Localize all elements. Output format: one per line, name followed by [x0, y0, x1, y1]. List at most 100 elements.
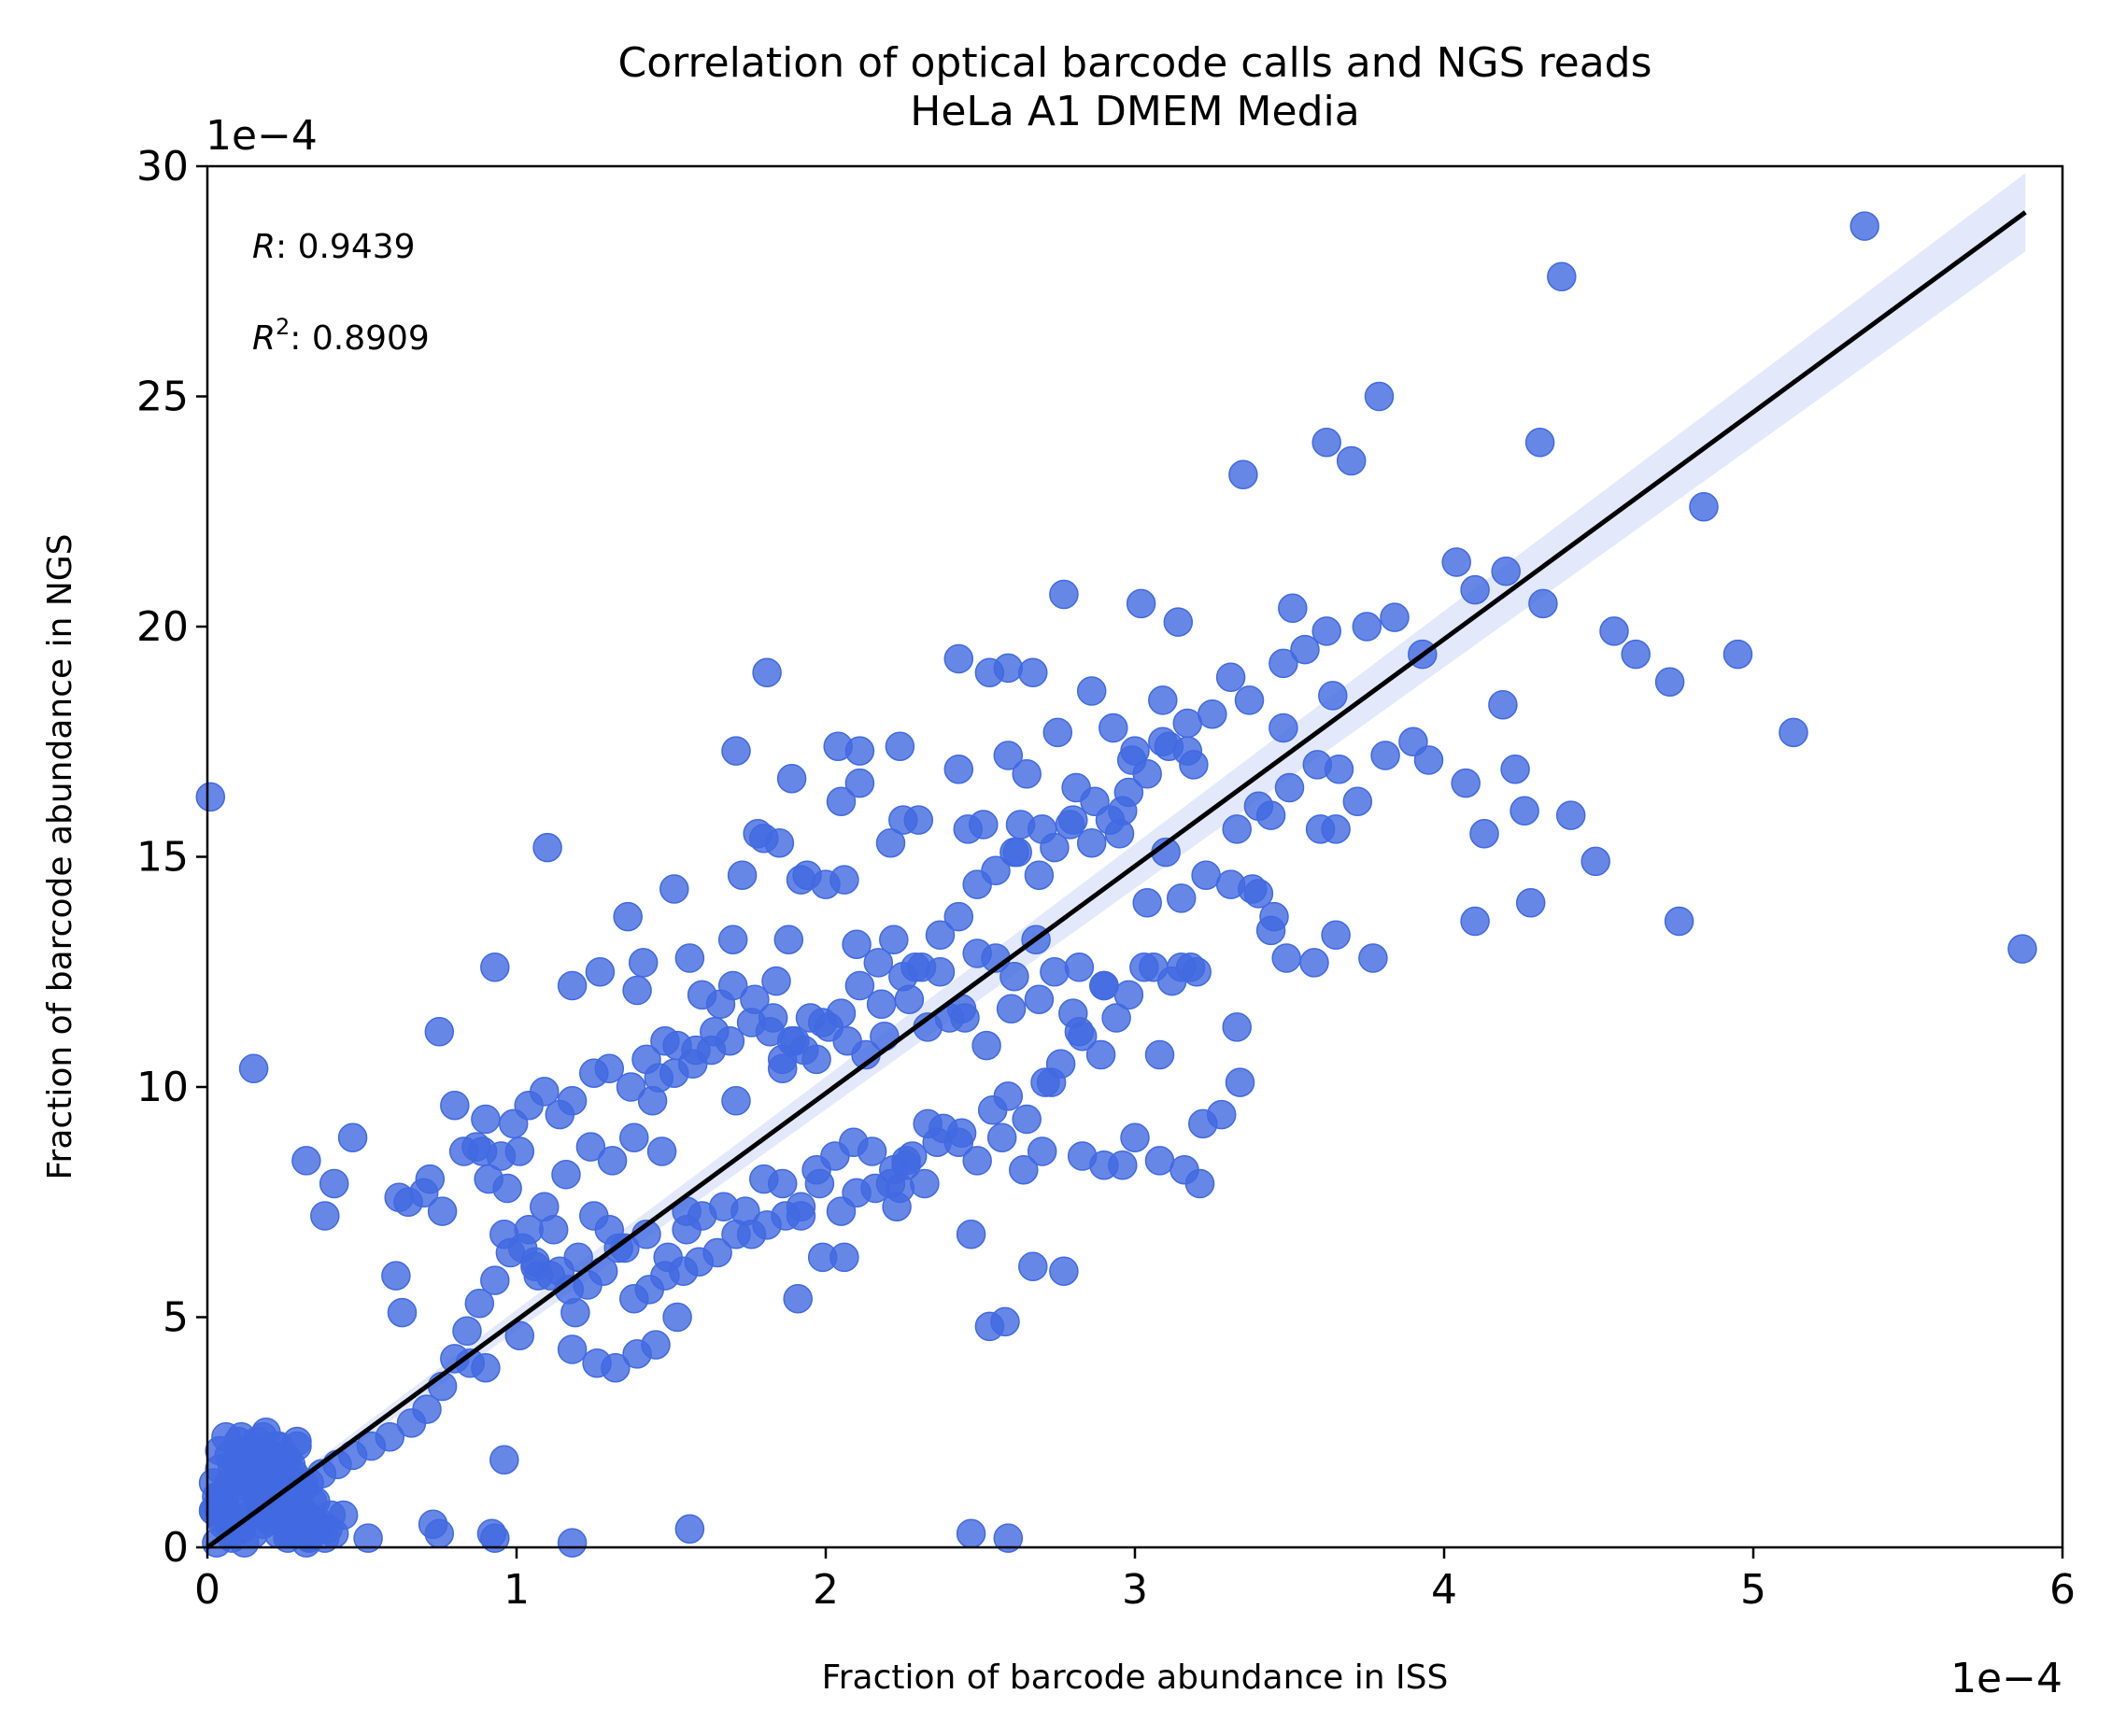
data-point [913, 1108, 943, 1139]
data-point [1018, 657, 1048, 688]
data-point [1206, 1099, 1237, 1130]
data-point [427, 1196, 458, 1226]
data-point [993, 741, 1024, 770]
data-point [1274, 772, 1305, 803]
data-point [773, 924, 804, 954]
data-point [1099, 713, 1128, 743]
data-point [1290, 634, 1320, 665]
data-point [829, 865, 859, 895]
data-point [489, 1445, 519, 1475]
data-point [752, 657, 782, 688]
r2-symbol: R [252, 319, 276, 358]
data-point [582, 1348, 612, 1378]
data-point [981, 855, 1011, 886]
data-point [1089, 1150, 1119, 1180]
data-point [424, 1017, 455, 1047]
data-point [1144, 1039, 1175, 1070]
y-tick-label: 25 [136, 374, 189, 421]
data-point [1299, 948, 1329, 978]
data-point [1012, 1104, 1042, 1135]
regression-line [206, 210, 2027, 1550]
data-point [700, 1017, 730, 1047]
data-point [1318, 681, 1348, 711]
data-point [1042, 717, 1073, 748]
data-point [1036, 1067, 1067, 1097]
data-point [1024, 860, 1055, 890]
data-point [829, 1242, 859, 1273]
data-point [783, 1284, 813, 1314]
data-point [557, 1334, 588, 1364]
data-point [619, 1122, 649, 1152]
data-point [946, 1118, 977, 1149]
data-point [674, 943, 705, 973]
y-tick-label: 20 [136, 603, 189, 651]
data-point [717, 924, 748, 954]
data-point [619, 1284, 649, 1314]
title-line-1: Correlation of optical barcode calls and… [617, 39, 1651, 87]
y-tick-label: 10 [136, 1064, 189, 1111]
data-point [717, 970, 748, 1001]
data-point [986, 1122, 1017, 1152]
title-line-2: HeLa A1 DMEM Media [910, 88, 1359, 135]
data-point [1156, 966, 1187, 996]
data-point [1364, 381, 1395, 412]
data-point [1076, 827, 1107, 858]
x-axis-ticks: 0 1 2 3 4 5 6 [194, 1547, 2076, 1614]
data-point [646, 1136, 677, 1166]
data-point [424, 1518, 455, 1548]
data-point [597, 1146, 628, 1176]
data-point [637, 1086, 668, 1116]
data-point [674, 1514, 705, 1545]
data-point [622, 975, 652, 1006]
data-point [801, 1044, 831, 1075]
data-point [1049, 1256, 1079, 1286]
data-point [1460, 574, 1490, 605]
data-point [1779, 717, 1808, 748]
data-point [467, 1136, 498, 1166]
data-point [381, 1261, 411, 1291]
data-point [1144, 1146, 1175, 1176]
data-point [996, 994, 1027, 1023]
r-value: : 0.9439 [276, 228, 416, 266]
data-point [1085, 1039, 1116, 1070]
y-axis-ticks: 0 5 10 15 20 25 30 [136, 143, 207, 1572]
data-point [1064, 953, 1095, 982]
data-point [1012, 759, 1042, 789]
data-point [613, 901, 643, 932]
data-point [471, 1104, 501, 1135]
data-point [844, 970, 875, 1001]
data-point [195, 782, 226, 812]
data-point [530, 1192, 560, 1221]
data-point [396, 1408, 427, 1438]
data-point [1018, 1251, 1048, 1282]
data-point [282, 1426, 312, 1457]
y-tick-label: 15 [136, 834, 189, 882]
data-point [616, 1072, 646, 1102]
x-axis-multiplier: 1e−4 [1950, 1655, 2062, 1702]
y-axis-label: Fraction of barcode abundance in NGS [41, 533, 79, 1179]
data-point [1269, 713, 1298, 743]
data-point [1302, 750, 1333, 780]
data-point [1234, 685, 1265, 715]
data-point [622, 1339, 652, 1369]
data-point [1101, 1003, 1131, 1033]
data-point [495, 1237, 526, 1268]
data-point [1064, 1017, 1095, 1047]
confidence-band [207, 173, 2026, 1552]
data-point [962, 1146, 992, 1176]
data-point [440, 1344, 470, 1374]
data-point [999, 961, 1029, 992]
data-point [1255, 800, 1286, 830]
chart-title: Correlation of optical barcode calls and… [617, 39, 1651, 135]
x-tick-label: 6 [2049, 1566, 2076, 1614]
x-axis-label: Fraction of barcode abundance in ISS [822, 1658, 1449, 1697]
data-point [1555, 800, 1586, 830]
data-point [480, 1265, 510, 1295]
data-point [1336, 445, 1367, 476]
data-point [974, 657, 1005, 688]
x-tick-label: 4 [1431, 1566, 1457, 1614]
data-point [1370, 741, 1400, 770]
data-point [974, 1311, 1005, 1342]
data-point [523, 1261, 553, 1291]
